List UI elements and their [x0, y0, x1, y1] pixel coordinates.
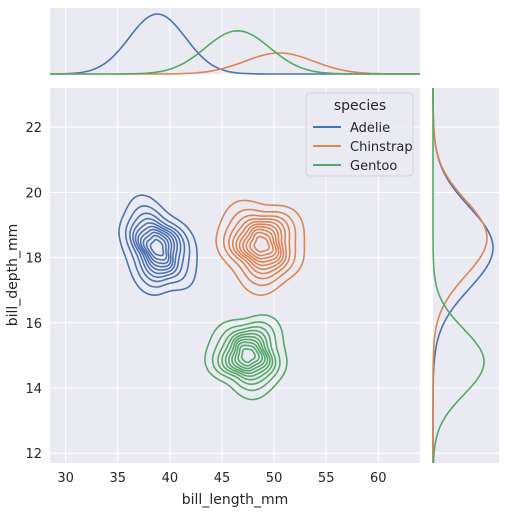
contour-gentoo	[237, 344, 260, 367]
x-tick-label: 60	[370, 471, 387, 486]
contour-gentoo	[227, 335, 269, 375]
contour-chinstrap	[238, 223, 282, 267]
contour-adelie	[137, 225, 176, 271]
contour-gentoo	[241, 348, 256, 364]
legend: species Adelie Chinstrap Gentoo	[305, 92, 414, 177]
x-tick-label: 55	[318, 471, 335, 486]
right-marginal-grid	[433, 126, 499, 454]
y-axis-label: bill_depth_mm	[5, 224, 21, 327]
x-tick-label: 40	[162, 471, 179, 486]
contour-gentoo	[224, 332, 271, 378]
x-tick-label: 35	[109, 471, 126, 486]
contour-adelie	[134, 222, 179, 275]
contour-chinstrap	[222, 208, 297, 287]
contour-gentoo	[231, 338, 266, 372]
contour-adelie	[142, 231, 170, 265]
legend-label-chinstrap: Chinstrap	[350, 140, 413, 155]
y-tick-labels: 12 14 16 18 20 22	[25, 121, 42, 462]
contour-adelie	[145, 234, 168, 261]
contour-chinstrap	[249, 231, 274, 257]
y-tick-label: 14	[25, 382, 42, 397]
y-tick-label: 20	[25, 186, 42, 201]
contour-chinstrap	[215, 199, 306, 297]
x-tick-labels: 30 35 40 45 50 55 60	[57, 471, 386, 486]
contour-gentoo	[234, 341, 263, 370]
top-marginal-curves	[49, 13, 420, 75]
contour-adelie	[124, 205, 191, 288]
contour-gentoo	[211, 321, 281, 392]
contour-chinstrap	[253, 235, 270, 253]
legend-label-gentoo: Gentoo	[350, 159, 397, 174]
contour-chinstrap	[245, 228, 277, 260]
legend-label-adelie: Adelie	[350, 121, 390, 136]
marginal-x-gentoo	[50, 29, 420, 75]
contour-adelie	[139, 228, 173, 268]
x-tick-label: 30	[57, 471, 74, 486]
contour-chinstrap	[235, 220, 285, 271]
x-tick-label: 50	[266, 471, 283, 486]
legend-items: Adelie Chinstrap Gentoo	[313, 121, 413, 174]
y-tick-label: 18	[25, 252, 42, 267]
x-axis-label: bill_length_mm	[182, 492, 288, 508]
top-marginal-panel	[50, 8, 420, 74]
y-tick-label: 22	[25, 121, 42, 136]
contour-gentoo	[204, 314, 288, 401]
marginal-y-chinstrap	[432, 88, 488, 463]
contour-adelie	[149, 238, 165, 257]
y-tick-label: 12	[25, 447, 42, 462]
contour-adelie	[118, 194, 198, 297]
x-tick-label: 45	[214, 471, 231, 486]
contour-gentoo	[217, 325, 277, 386]
legend-title: species	[334, 98, 386, 114]
contour-adelie	[129, 212, 186, 283]
legend-box	[305, 92, 414, 177]
contour-adelie	[132, 217, 182, 279]
contour-chinstrap	[227, 214, 291, 280]
marginal-y-gentoo	[432, 88, 485, 464]
contour-chinstrap	[242, 225, 280, 263]
right-marginal-curves	[432, 88, 494, 464]
contour-gentoo	[221, 329, 274, 381]
contour-chinstrap	[232, 218, 288, 275]
kde-contours	[118, 194, 306, 401]
y-tick-label: 16	[25, 317, 42, 332]
